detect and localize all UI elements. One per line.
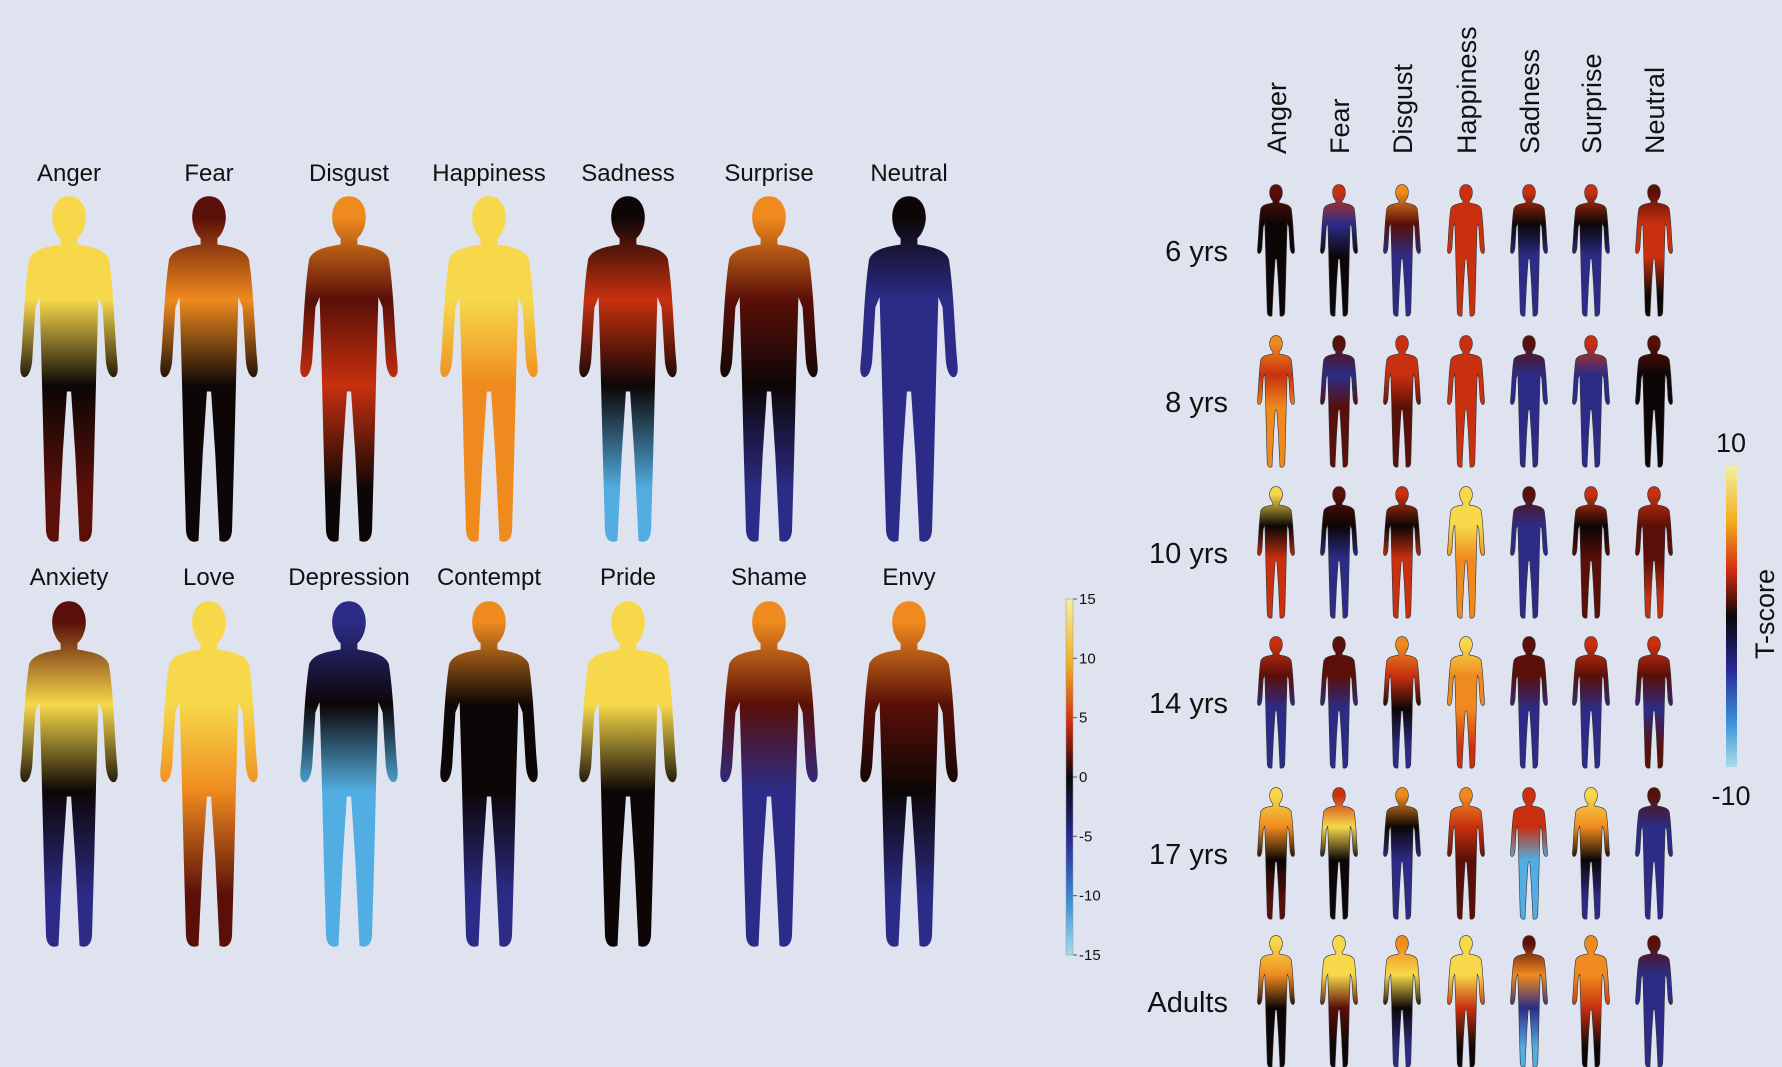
body-map bbox=[440, 601, 538, 947]
body-map bbox=[1447, 335, 1485, 468]
colorbar-tick-label: -15 bbox=[1079, 947, 1101, 964]
row-label: 8 yrs bbox=[1165, 387, 1228, 419]
body-map bbox=[1257, 636, 1295, 769]
emotion-label: Sadness bbox=[581, 160, 674, 187]
column-label: Happiness bbox=[1452, 26, 1482, 154]
body-map bbox=[1447, 636, 1485, 769]
body-map bbox=[1572, 935, 1610, 1067]
emotion-label: Contempt bbox=[437, 564, 541, 591]
column-label: Anger bbox=[1262, 82, 1292, 154]
body-map bbox=[1257, 184, 1295, 317]
emotion-label: Anxiety bbox=[30, 564, 109, 591]
body-map bbox=[1383, 184, 1421, 317]
body-map bbox=[1257, 486, 1295, 619]
body-map bbox=[1635, 184, 1673, 317]
body-map bbox=[20, 601, 118, 947]
emotion-label: Love bbox=[183, 564, 235, 591]
body-map bbox=[1320, 787, 1358, 920]
body-map bbox=[300, 196, 398, 542]
body-map bbox=[1635, 636, 1673, 769]
body-map bbox=[1447, 787, 1485, 920]
row-label: 10 yrs bbox=[1149, 538, 1228, 570]
colorbar-right bbox=[1726, 466, 1737, 767]
body-map bbox=[1510, 636, 1548, 769]
body-map bbox=[440, 196, 538, 542]
body-map bbox=[1383, 787, 1421, 920]
colorbar-tick-label: -10 bbox=[1079, 888, 1101, 905]
emotion-label: Depression bbox=[288, 564, 409, 591]
body-map bbox=[1383, 486, 1421, 619]
body-map bbox=[1383, 935, 1421, 1067]
body-map bbox=[160, 196, 258, 542]
body-map bbox=[1635, 486, 1673, 619]
body-map bbox=[1447, 184, 1485, 317]
body-map bbox=[1257, 335, 1295, 468]
body-map bbox=[1447, 935, 1485, 1067]
column-label: Neutral bbox=[1640, 67, 1670, 154]
colorbar-tick-label: 0 bbox=[1079, 769, 1087, 786]
body-map bbox=[1510, 335, 1548, 468]
row-label: 17 yrs bbox=[1149, 839, 1228, 871]
body-map bbox=[1572, 486, 1610, 619]
colorbar-max: 10 bbox=[1716, 428, 1746, 458]
emotion-label: Anger bbox=[37, 160, 101, 187]
body-map bbox=[720, 601, 818, 947]
emotion-label: Pride bbox=[600, 564, 656, 591]
body-map bbox=[1510, 787, 1548, 920]
colorbar-tick-label: -5 bbox=[1079, 828, 1092, 845]
body-map bbox=[1510, 935, 1548, 1067]
column-label: Sadness bbox=[1515, 49, 1545, 154]
body-map bbox=[1320, 335, 1358, 468]
body-map bbox=[1635, 787, 1673, 920]
emotion-label: Happiness bbox=[432, 160, 545, 187]
column-label: Fear bbox=[1325, 98, 1355, 154]
body-map bbox=[1447, 486, 1485, 619]
body-map bbox=[1383, 335, 1421, 468]
body-map bbox=[579, 601, 677, 947]
row-label: 14 yrs bbox=[1149, 688, 1228, 720]
body-map bbox=[860, 196, 958, 542]
body-map bbox=[720, 196, 818, 542]
body-map bbox=[1320, 486, 1358, 619]
body-map bbox=[300, 601, 398, 947]
body-map bbox=[1635, 335, 1673, 468]
body-map bbox=[160, 601, 258, 947]
emotion-label: Disgust bbox=[309, 160, 389, 187]
body-map bbox=[1320, 935, 1358, 1067]
body-map bbox=[1572, 787, 1610, 920]
emotion-label: Fear bbox=[184, 160, 233, 187]
body-map bbox=[1320, 184, 1358, 317]
emotion-label: Neutral bbox=[870, 160, 947, 187]
column-label: Disgust bbox=[1388, 63, 1418, 154]
body-map bbox=[1383, 636, 1421, 769]
colorbar-tick-label: 10 bbox=[1079, 650, 1096, 667]
colorbar-left bbox=[1065, 598, 1074, 956]
colorbar-title: T-score bbox=[1750, 569, 1780, 659]
colorbar-tick-label: 15 bbox=[1079, 591, 1096, 608]
colorbar-min: -10 bbox=[1711, 781, 1750, 811]
emotion-label: Surprise bbox=[724, 160, 813, 187]
body-map bbox=[1510, 486, 1548, 619]
colorbar-tick-label: 5 bbox=[1079, 710, 1087, 727]
body-map bbox=[1510, 184, 1548, 317]
emotion-label: Envy bbox=[882, 564, 935, 591]
body-map bbox=[1257, 935, 1295, 1067]
body-map bbox=[860, 601, 958, 947]
body-map bbox=[1320, 636, 1358, 769]
column-label: Surprise bbox=[1577, 53, 1607, 154]
body-map bbox=[1257, 787, 1295, 920]
body-map bbox=[1572, 335, 1610, 468]
body-map bbox=[1572, 184, 1610, 317]
body-map bbox=[1572, 636, 1610, 769]
emotion-label: Shame bbox=[731, 564, 807, 591]
body-map bbox=[20, 196, 118, 542]
row-label: 6 yrs bbox=[1165, 236, 1228, 268]
body-map bbox=[1635, 935, 1673, 1067]
body-map bbox=[579, 196, 677, 542]
row-label: Adults bbox=[1147, 987, 1228, 1019]
